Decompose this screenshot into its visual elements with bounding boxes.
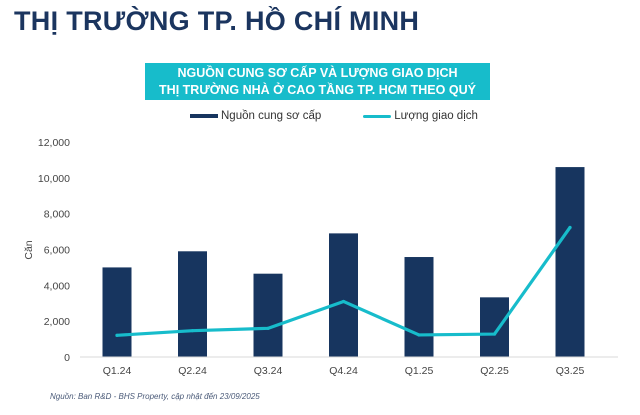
bar-Q2.24 xyxy=(178,251,207,357)
chart-title-line-1: NGUỒN CUNG SƠ CẤP VÀ LƯỢNG GIAO DỊCH xyxy=(177,66,458,80)
legend-label-transactions: Lượng giao dịch xyxy=(394,110,478,122)
legend-swatch-line xyxy=(363,114,392,118)
x-tick-label: Q4.24 xyxy=(329,365,358,377)
bar-Q2.25 xyxy=(480,297,509,357)
y-axis-label: Căn xyxy=(23,240,35,259)
x-tick-label: Q1.24 xyxy=(103,365,132,377)
x-tick-label: Q3.24 xyxy=(254,365,283,377)
x-tick-label: Q3.25 xyxy=(556,365,585,377)
x-tick-label: Q1.25 xyxy=(405,365,434,377)
legend: Nguồn cung sơ cấp Lượng giao dịch xyxy=(190,110,478,122)
line-point-Q1.25 xyxy=(417,333,421,337)
line-point-Q3.25 xyxy=(568,225,572,230)
x-tick-label: Q2.25 xyxy=(480,365,509,377)
source-note: Nguồn: Ban R&D - BHS Property, cập nhật … xyxy=(50,392,260,401)
y-tick-label: 10,000 xyxy=(38,173,70,185)
bar-Q3.24 xyxy=(253,273,283,357)
y-tick-label: 2,000 xyxy=(44,316,70,328)
y-tick-label: 4,000 xyxy=(44,280,70,292)
bar-Q3.25 xyxy=(555,167,585,357)
line-point-Q1.24 xyxy=(115,333,119,337)
bar-Q4.24 xyxy=(329,233,358,357)
legend-label-supply: Nguồn cung sơ cấp xyxy=(221,110,322,122)
line-point-Q4.24 xyxy=(341,299,346,304)
y-tick-label: 6,000 xyxy=(44,245,70,257)
legend-swatch-bar xyxy=(190,114,218,118)
line-point-Q2.24 xyxy=(190,329,195,333)
y-tick-label: 8,000 xyxy=(44,209,70,221)
bar-Q1.24 xyxy=(102,267,132,357)
chart-title-line-2: THỊ TRƯỜNG NHÀ Ở CAO TẦNG TP. HCM THEO Q… xyxy=(159,83,476,97)
y-tick-label: 0 xyxy=(64,352,70,364)
x-tick-label: Q2.24 xyxy=(178,365,207,377)
line-point-Q3.24 xyxy=(266,326,270,330)
line-point-Q2.25 xyxy=(492,332,497,336)
chart-title: NGUỒN CUNG SƠ CẤP VÀ LƯỢNG GIAO DỊCH THỊ… xyxy=(145,63,490,100)
bar-Q1.25 xyxy=(404,257,434,357)
page-title: THỊ TRƯỜNG TP. HỒ CHÍ MINH xyxy=(14,6,420,36)
y-tick-label: 12,000 xyxy=(38,137,70,149)
